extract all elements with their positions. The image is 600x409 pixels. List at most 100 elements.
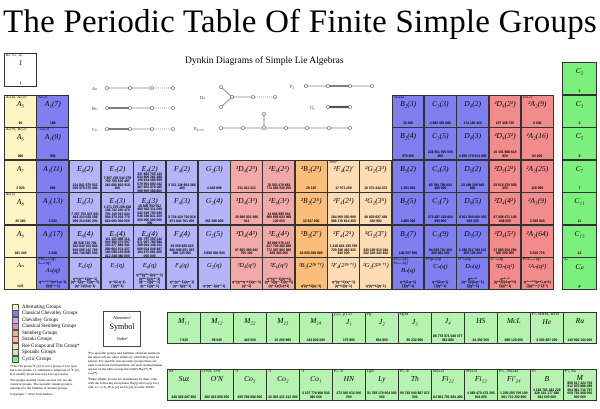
copyright: Copyright © 2012 Ivan Andrus. — [10, 392, 54, 396]
group-symbol: M₂₃ — [277, 316, 289, 325]
group-order: 7 257 703 347 541 463 210 028 258 395 21… — [71, 211, 99, 223]
group-cell: E₇(q) q⁶³/(2,q−1) ∏(q²ⁱ−1) — [100, 257, 134, 291]
group-order: 76 532 479 683 774 853 939 200 — [266, 182, 292, 191]
sporadic-group-cell: F₃₊, M(24)′ Fi′₂₄ 1 255 205 709 190 661 72… — [497, 369, 531, 401]
group-order: 1 451 520 — [400, 186, 416, 191]
group-cell: A₂(2) A₁(7) 168 — [36, 94, 70, 128]
sporadic-group-cell: ·3 Co₃ 495 766 656 000 — [233, 369, 267, 401]
group-symbol: Co₃ — [244, 373, 256, 383]
cyclic-group-cell: C₇ 7 — [562, 159, 597, 193]
group-order: 11 — [577, 218, 582, 223]
group-order: 4 585 351 680 — [429, 121, 451, 126]
dynkin-label-g2: G₂ — [310, 105, 315, 110]
group-order: n!/2 — [17, 283, 24, 288]
group-symbol: ²D₄(2²) — [494, 98, 516, 108]
dynkin-label-f4: F₄ — [290, 84, 295, 89]
group-symbol: D₄(5) — [464, 196, 482, 205]
group-alias — [135, 258, 164, 261]
group-alias: O'NS, O-S — [202, 369, 221, 373]
group-cell: ³D₄(q³) q¹²(q⁸+q⁴+1)(q⁶−1)(q²−1) — [230, 257, 263, 291]
group-symbol: M — [576, 373, 583, 382]
group-order: 273 457 218 604 953 600 — [427, 215, 453, 223]
group-order: 67 802 350 642 790 400 — [235, 247, 258, 256]
group-cell: A₇ 2 520 — [4, 159, 37, 193]
group-cell: ²G₂(3³) 10 073 444 472 — [359, 159, 393, 193]
legend-label: Steinberg Groups — [22, 330, 58, 336]
sporadic-group-cell: HJ J₂ 604 800 — [365, 312, 399, 344]
group-alias: HJ — [367, 312, 372, 316]
group-alias: F₃, E — [400, 369, 409, 373]
group-cell: ²G₂(3)′ A₁(8) 504 — [36, 127, 70, 161]
legend-label: Classical Steinberg Groups — [22, 324, 77, 330]
group-alias — [6, 258, 35, 261]
cyclic-group-cell: Zₚ Cₚ p — [562, 257, 597, 291]
cyclic-group-cell: C₅ 5 — [562, 127, 597, 161]
group-alias — [232, 258, 261, 261]
group-alias — [200, 258, 229, 261]
group-order: 495 766 656 000 — [237, 394, 263, 399]
group-cell: A₁(13) 1 092 — [36, 192, 70, 226]
group-cell: ²A₃(9) 3 265 920 — [520, 192, 554, 226]
group-order: q¹²⁰(q³⁰−1)(q²⁴−1)(q²⁰−1)(q¹⁸−1)(q¹⁴−1)(… — [136, 273, 163, 288]
group-symbol: C₃(9) — [432, 228, 449, 238]
group-symbol: B₃(2) — [400, 163, 416, 173]
group-cell: ²F₄(2²ⁿ⁺¹) q¹²(q⁶+1)(q⁴−1)(q³+1)(q−1) — [327, 257, 360, 291]
group-symbol: F₄(q) — [175, 262, 189, 269]
group-symbol: C₃ — [575, 98, 584, 108]
group-symbol: 1 — [18, 57, 23, 67]
group-symbol: M₂₂ — [244, 316, 256, 325]
group-order: 4 680 000 — [400, 218, 416, 223]
group-cell: ³D₄(4³) 67 802 350 642 790 400 — [230, 224, 263, 258]
group-alias — [329, 258, 358, 261]
group-cell: ²B₂(2³) 29 120 — [294, 159, 328, 193]
group-order: 1 092 — [48, 218, 57, 223]
group-order: 239 189 910 264 352 349 332 632 — [363, 247, 389, 256]
group-order: 4 030 387 200 — [536, 337, 558, 342]
group-cell: F₄(4) 19 009 825 523 840 945 451 297 669 … — [165, 224, 199, 258]
group-alias: A₁, C₁, Z₁ — [6, 53, 23, 57]
group-alias: O⁻₂ₙ(q) — [490, 257, 504, 261]
group-symbol: ²G₂(3³) — [365, 163, 387, 173]
group-symbol: ²A₂(9) — [528, 99, 547, 109]
group-order: 1 — [19, 80, 22, 85]
group-cell: ²E₆(2²) 76 532 479 683 774 853 939 200 — [262, 159, 296, 193]
group-cell: A₁(17) 2 448 — [36, 224, 70, 258]
group-symbol: M₂₄ — [310, 316, 322, 325]
group-symbol: D₅(2) — [464, 163, 482, 173]
group-symbol: Ru — [575, 316, 584, 325]
group-symbol: Suz — [178, 373, 189, 383]
group-order: 175 560 — [342, 337, 355, 342]
group-alias: G₂(2)′ — [522, 94, 534, 99]
sporadic-group-cell: M₂₂ 443 520 — [233, 312, 267, 344]
group-symbol: C₃(7) — [432, 196, 449, 205]
group-order: 448 345 497 600 — [171, 394, 197, 399]
group-order: qⁿ⁽ⁿ⁻¹⁾(qⁿ−1)/(4,qⁿ−1) ∏(q²ⁱ−1) — [461, 276, 484, 288]
group-cell: F₄(2) 3 311 126 603 366 400 — [165, 159, 199, 193]
group-order: 4 245 696 — [206, 186, 222, 191]
group-alias: PSLₙ₊₁(q), Lₙ₊₁(q) — [38, 257, 57, 265]
group-cell: B₂(7) 138 297 600 — [391, 224, 425, 258]
group-order: 264 905 352 699 586 176 614 400 — [331, 215, 356, 223]
group-cell: C₃(5) 228 501 000 000 000 — [423, 127, 457, 161]
group-cell: ²A₃(4) B₂(3) 25 920 — [391, 94, 425, 128]
sporadic-group-cell: M(23) Fi₂₃ 4 089 470 473 293 004 800 — [464, 369, 498, 401]
group-order: 85 528 710 781 342 640 103 833 619 055 1… — [72, 240, 98, 256]
group-cell: ²E₆(4²) 85 696 576 147 617 709 485 896 77… — [262, 224, 296, 258]
group-order: 13 — [577, 251, 582, 256]
group-symbol: ²F₄(2³) — [333, 196, 354, 205]
group-symbol: Ly — [378, 373, 386, 383]
group-order: 1 289 512 799 941 305 139 200 — [458, 247, 487, 256]
group-symbol: Bₙ(q) — [400, 266, 416, 274]
group-symbol: G₂(4) — [205, 196, 223, 205]
group-symbol: Aₙ — [17, 262, 24, 269]
group-alias: PSp₂ₙ(q) — [425, 257, 442, 261]
group-symbol: E₈(3) — [141, 196, 158, 205]
group-alias: LyS — [367, 369, 374, 373]
group-alias: A₃(2) — [6, 192, 16, 196]
group-symbol: A₅ — [16, 99, 25, 109]
group-order: 174 182 400 — [463, 121, 482, 126]
group-symbol: C₅ — [575, 131, 584, 140]
group-symbol: Co₁ — [310, 373, 322, 383]
sporadic-group-cell: M₁₂ 95 040 — [200, 312, 234, 344]
sporadic-group-cell: McL 898 128 000 — [497, 312, 531, 344]
